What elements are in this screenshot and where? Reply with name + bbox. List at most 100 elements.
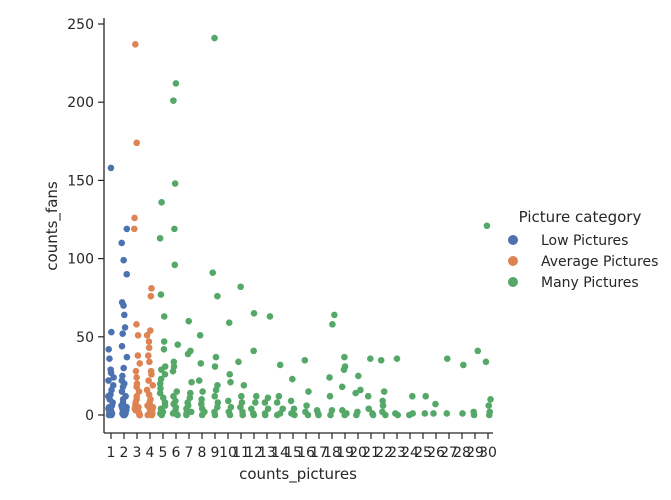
data-point-many-pictures xyxy=(304,411,312,419)
points-layer xyxy=(105,34,494,419)
x-tick-label: 20 xyxy=(349,445,367,461)
y-tick-label: 100 xyxy=(67,252,94,268)
data-point-many-pictures xyxy=(170,97,177,104)
data-point-many-pictures xyxy=(156,234,164,242)
y-tick-label: 150 xyxy=(67,173,94,189)
data-point-many-pictures xyxy=(158,411,165,419)
data-point-low-pictures xyxy=(108,328,115,336)
data-point-many-pictures xyxy=(214,292,221,300)
data-point-average-pictures xyxy=(147,327,154,334)
y-tick-label: 250 xyxy=(67,17,94,33)
data-point-many-pictures xyxy=(157,385,164,392)
data-point-average-pictures xyxy=(134,352,142,359)
data-point-many-pictures xyxy=(188,378,195,386)
data-point-many-pictures xyxy=(459,410,466,417)
data-point-many-pictures xyxy=(380,388,388,395)
data-point-many-pictures xyxy=(160,346,168,353)
x-tick-label: 27 xyxy=(440,445,458,461)
data-point-average-pictures xyxy=(132,41,139,48)
x-tick-label: 8 xyxy=(198,445,207,461)
data-point-low-pictures xyxy=(107,410,115,417)
data-point-many-pictures xyxy=(355,372,362,380)
data-point-many-pictures xyxy=(250,310,258,317)
data-point-many-pictures xyxy=(264,394,272,402)
x-tick-label: 23 xyxy=(388,445,406,461)
data-point-many-pictures xyxy=(212,386,220,394)
x-tick-label: 4 xyxy=(146,445,155,461)
data-point-average-pictures xyxy=(149,381,157,389)
data-point-many-pictures xyxy=(369,411,377,419)
data-point-many-pictures xyxy=(240,381,248,389)
data-point-many-pictures xyxy=(211,34,218,42)
data-point-low-pictures xyxy=(106,355,113,363)
data-point-average-pictures xyxy=(147,292,155,300)
data-point-average-pictures xyxy=(145,344,153,352)
data-point-low-pictures xyxy=(105,377,112,384)
legend-label-many-pictures: Many Pictures xyxy=(541,275,639,291)
data-point-average-pictures xyxy=(148,371,155,378)
x-tick-label: 26 xyxy=(427,445,445,461)
data-point-average-pictures xyxy=(148,285,155,292)
data-point-low-pictures xyxy=(121,408,129,416)
data-point-many-pictures xyxy=(291,411,298,419)
data-point-many-pictures xyxy=(367,355,374,363)
data-point-many-pictures xyxy=(422,392,429,400)
legend-title: Picture category xyxy=(519,208,642,226)
legend: Picture category Low Pictures Average Pi… xyxy=(508,208,658,291)
data-point-many-pictures xyxy=(169,367,177,375)
data-point-average-pictures xyxy=(132,367,140,375)
data-point-many-pictures xyxy=(172,80,180,87)
data-point-many-pictures xyxy=(174,341,182,348)
data-point-many-pictures xyxy=(238,392,245,400)
data-point-many-pictures xyxy=(482,358,490,366)
data-point-low-pictures xyxy=(105,403,113,411)
data-point-average-pictures xyxy=(133,374,140,381)
data-point-many-pictures xyxy=(377,356,385,364)
data-point-low-pictures xyxy=(118,377,126,384)
data-point-low-pictures xyxy=(123,270,131,278)
y-ticks: 0 50 100 150 200 250 xyxy=(67,17,104,424)
data-point-many-pictures xyxy=(273,411,281,419)
x-tick-label: 21 xyxy=(362,445,380,461)
data-point-average-pictures xyxy=(134,331,142,339)
data-point-many-pictures xyxy=(485,411,493,419)
x-tick-label: 5 xyxy=(159,445,168,461)
data-point-many-pictures xyxy=(158,366,165,373)
data-point-many-pictures xyxy=(340,366,348,373)
data-point-many-pictures xyxy=(443,410,451,417)
data-point-low-pictures xyxy=(105,346,112,353)
data-point-many-pictures xyxy=(157,291,165,298)
data-point-many-pictures xyxy=(287,397,295,405)
data-point-average-pictures xyxy=(143,331,151,339)
data-point-many-pictures xyxy=(196,331,204,339)
data-point-many-pictures xyxy=(226,371,234,378)
x-tick-label: 22 xyxy=(375,445,393,461)
data-point-many-pictures xyxy=(393,355,401,363)
data-point-many-pictures xyxy=(239,411,246,419)
data-point-average-pictures xyxy=(145,377,152,384)
data-point-many-pictures xyxy=(250,411,258,419)
data-point-many-pictures xyxy=(171,225,178,233)
legend-marker-low-pictures xyxy=(508,235,518,245)
data-point-many-pictures xyxy=(364,392,372,400)
x-tick-label: 28 xyxy=(453,445,471,461)
data-point-low-pictures xyxy=(107,164,115,172)
x-tick-label: 14 xyxy=(271,445,289,461)
data-point-many-pictures xyxy=(183,411,190,419)
data-point-many-pictures xyxy=(211,411,219,419)
data-point-many-pictures xyxy=(357,386,364,394)
data-point-many-pictures xyxy=(289,375,296,383)
data-point-many-pictures xyxy=(266,313,274,320)
data-point-low-pictures xyxy=(123,225,131,233)
data-point-average-pictures xyxy=(135,410,143,417)
data-point-many-pictures xyxy=(195,377,203,384)
y-tick-label: 200 xyxy=(67,95,94,111)
legend-label-low-pictures: Low Pictures xyxy=(541,233,628,249)
data-point-low-pictures xyxy=(118,388,126,395)
data-point-many-pictures xyxy=(235,358,242,366)
data-point-many-pictures xyxy=(303,402,310,409)
data-point-low-pictures xyxy=(118,239,126,247)
x-tick-label: 1 xyxy=(107,445,116,461)
data-point-many-pictures xyxy=(252,392,260,400)
x-axis-title: counts_pictures xyxy=(239,465,357,484)
